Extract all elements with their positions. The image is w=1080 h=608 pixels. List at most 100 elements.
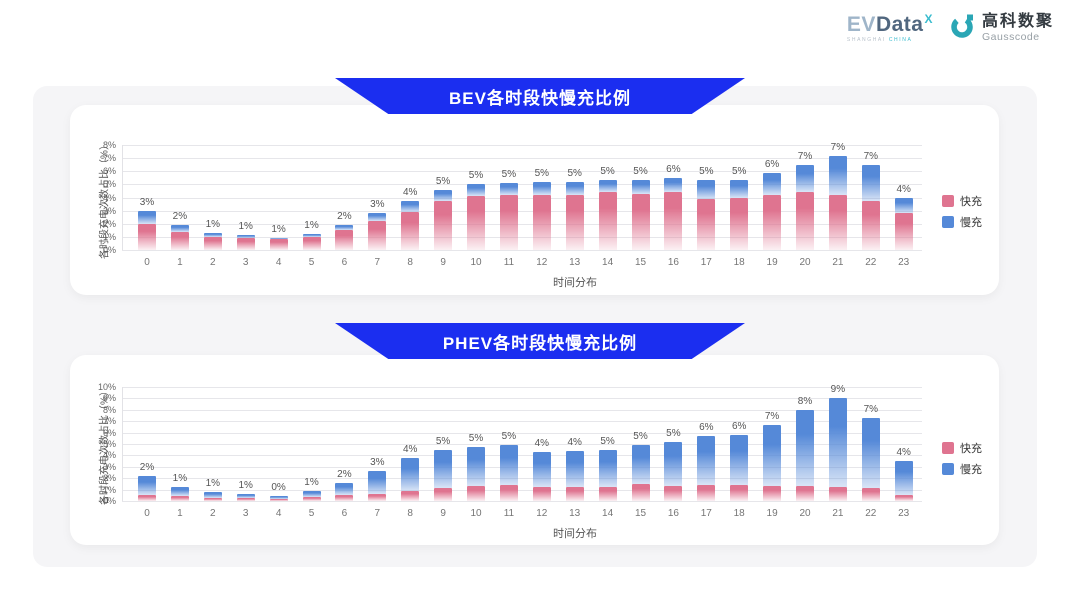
bar-segment-slow — [138, 475, 156, 496]
y-tick-label: 4% — [102, 192, 116, 203]
y-tick-label: 2% — [102, 218, 116, 229]
gridline — [122, 489, 922, 491]
evdata-subtext: SHANGHAI CHINA — [846, 37, 913, 43]
gridline — [122, 501, 922, 502]
y-tick-label: 4% — [102, 450, 116, 461]
evdata-wordmark: EVDataX — [847, 13, 933, 35]
bar-total-label: 1% — [205, 477, 221, 489]
bar-total-label: 6% — [731, 420, 747, 432]
bar-total-label: 7% — [830, 141, 846, 153]
gridline — [122, 236, 922, 238]
y-tick-label: 5% — [102, 179, 116, 190]
y-tick-label: 1% — [102, 231, 116, 242]
bar-segment-fast — [664, 192, 683, 250]
legend-swatch — [942, 442, 954, 454]
y-tick-label: 10% — [97, 382, 116, 392]
bar-segment-fast — [269, 498, 288, 501]
x-tick-label: 13 — [569, 508, 581, 519]
bar-segment-fast — [664, 486, 683, 501]
bar-total-label: 3% — [370, 199, 385, 211]
bev-title-banner: BEV各时段快慢充比例 — [335, 78, 745, 114]
bar-total-label: 5% — [501, 431, 517, 443]
bar-segment-fast — [302, 236, 321, 250]
bar-segment-slow — [631, 180, 650, 194]
gridline — [122, 478, 922, 480]
bar-segment-slow — [565, 450, 584, 488]
bar-segment-fast — [565, 194, 584, 250]
gridline — [122, 197, 922, 199]
bar-segment-fast — [631, 193, 650, 250]
gridline — [122, 171, 922, 173]
bar-segment-fast — [730, 197, 749, 250]
gridline — [122, 184, 922, 186]
x-axis-title: 时间分布 — [553, 528, 597, 540]
bar-total-label: 5% — [699, 166, 714, 178]
x-tick-label: 2 — [210, 508, 216, 519]
phev-chart-card: 0% 1% 2% 3% 4% 5% 6% 7% 8% 9% 10% 2% 0 1% 1 1% 2 1% 3 0% 4 1%… — [70, 355, 999, 545]
x-tick-label: 17 — [700, 257, 712, 268]
bar-segment-slow — [697, 180, 716, 199]
x-tick-label: 13 — [569, 257, 581, 268]
bar-segment-fast — [467, 486, 485, 501]
bar-total-label: 7% — [764, 410, 780, 422]
bar-total-label: 7% — [863, 150, 879, 162]
x-tick-label: 8 — [407, 257, 413, 268]
bar-segment-slow — [565, 181, 584, 195]
legend-label: 快充 — [960, 443, 982, 455]
x-tick-label: 21 — [832, 508, 844, 519]
bar-segment-slow — [203, 491, 222, 498]
bar-total-label: 7% — [863, 403, 879, 415]
x-tick-label: 17 — [700, 508, 712, 519]
bar-segment-fast — [499, 485, 518, 501]
bar-segment-fast — [697, 198, 716, 250]
legend: 快充慢充 — [942, 440, 982, 477]
y-tick-label: 0% — [102, 496, 116, 506]
bar-total-label: 2% — [337, 468, 352, 480]
bar-segment-fast — [170, 231, 189, 250]
legend-item-fast[interactable]: 快充 — [942, 193, 982, 209]
x-tick-label: 12 — [536, 508, 548, 519]
header-logos: EVDataX SHANGHAI CHINA 高科数聚 Gausscode — [847, 12, 1054, 44]
legend-item-slow[interactable]: 慢充 — [942, 214, 982, 230]
bar-segment-fast — [631, 483, 650, 501]
phev-chart-title: PHEV各时段快慢充比例 — [442, 333, 638, 353]
bar-segment-fast — [796, 192, 814, 250]
x-tick-label: 15 — [634, 257, 647, 268]
x-tick-label: 2 — [210, 257, 216, 268]
bar-segment-fast — [368, 221, 387, 250]
bar-segment-slow — [532, 451, 551, 488]
x-tick-label: 4 — [275, 508, 282, 519]
bar-segment-slow — [861, 417, 880, 489]
gausscode-en-text: Gausscode — [981, 31, 1040, 44]
y-axis-title: 各时段充电次数占比（%） — [99, 139, 111, 259]
bar-total-label: 1% — [304, 220, 319, 232]
bar-segment-fast — [302, 497, 321, 501]
bar-segment-fast — [368, 494, 387, 501]
bar-segment-fast — [861, 201, 880, 250]
gridline — [122, 158, 922, 160]
bar-segment-fast — [894, 495, 913, 501]
bar-segment-slow — [138, 210, 156, 224]
x-tick-label: 11 — [503, 508, 515, 519]
x-tick-label: 16 — [667, 508, 679, 519]
y-tick-label: 6% — [102, 166, 116, 177]
x-tick-label: 7 — [374, 508, 381, 519]
y-tick-label: 7% — [102, 153, 116, 164]
bar-segment-slow — [335, 225, 354, 231]
bar-total-label: 6% — [699, 422, 714, 434]
legend-item-fast[interactable]: 快充 — [942, 440, 982, 456]
bar-segment-slow — [269, 237, 288, 239]
bar-total-label: 5% — [600, 166, 615, 178]
bar-total-label: 3% — [139, 196, 155, 208]
gridline — [122, 455, 922, 457]
legend-item-slow[interactable]: 慢充 — [942, 461, 982, 477]
bar-segment-fast — [138, 223, 156, 250]
bar-segment-slow — [236, 234, 255, 239]
bar-total-label: 6% — [764, 158, 780, 170]
bar-segment-slow — [894, 197, 913, 214]
x-tick-label: 3 — [242, 508, 249, 519]
gausscode-cn-text: 高科数聚 — [981, 12, 1054, 30]
bar-total-label: 5% — [435, 435, 451, 447]
bar-segment-slow — [664, 177, 683, 193]
x-tick-label: 12 — [536, 257, 548, 268]
